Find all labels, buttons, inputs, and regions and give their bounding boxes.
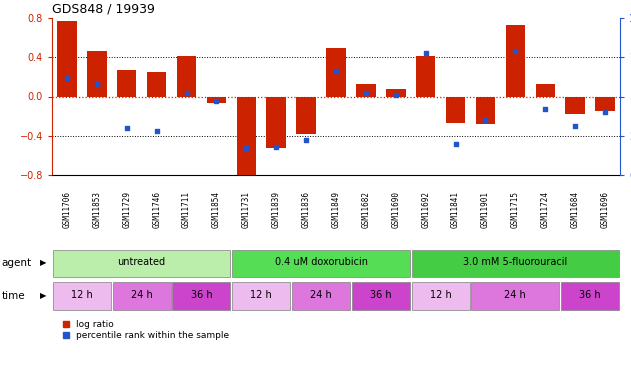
Bar — [352, 282, 410, 310]
Text: GSM11854: GSM11854 — [212, 192, 221, 228]
Bar — [147, 72, 167, 96]
Text: GSM11682: GSM11682 — [362, 192, 370, 228]
Text: GSM11853: GSM11853 — [92, 192, 102, 228]
Bar — [505, 25, 525, 96]
Text: 12 h: 12 h — [71, 290, 93, 300]
Point — [331, 68, 341, 74]
Text: GSM11696: GSM11696 — [601, 192, 610, 228]
Bar — [266, 96, 286, 147]
Point — [510, 48, 521, 54]
Text: GSM11711: GSM11711 — [182, 192, 191, 228]
Bar — [57, 21, 76, 96]
Bar — [326, 48, 346, 96]
Bar — [416, 56, 435, 96]
Point — [480, 117, 490, 123]
Point — [540, 106, 550, 112]
Bar — [561, 282, 619, 310]
Point — [91, 81, 102, 87]
Text: GSM11690: GSM11690 — [391, 192, 400, 228]
Text: 12 h: 12 h — [430, 290, 452, 300]
Point — [182, 90, 192, 96]
Text: agent: agent — [1, 258, 32, 268]
Text: time: time — [1, 291, 25, 301]
Bar — [87, 51, 107, 96]
Text: GSM11836: GSM11836 — [302, 192, 310, 228]
Point — [241, 145, 251, 151]
Text: 36 h: 36 h — [579, 290, 601, 300]
Point — [211, 98, 221, 104]
Bar — [565, 96, 585, 114]
Point — [361, 90, 371, 96]
Text: 36 h: 36 h — [370, 290, 392, 300]
Point — [451, 141, 461, 147]
Point — [151, 128, 162, 134]
Text: GSM11692: GSM11692 — [421, 192, 430, 228]
Bar — [237, 96, 256, 178]
Point — [421, 50, 431, 55]
Text: GSM11841: GSM11841 — [451, 192, 460, 228]
Bar — [117, 70, 136, 96]
Text: GSM11849: GSM11849 — [331, 192, 341, 228]
Text: GSM11901: GSM11901 — [481, 192, 490, 228]
Text: GSM11729: GSM11729 — [122, 192, 131, 228]
Text: ▶: ▶ — [40, 258, 46, 267]
Bar — [471, 282, 559, 310]
Point — [301, 138, 311, 144]
Text: untreated: untreated — [117, 257, 166, 267]
Bar — [232, 249, 410, 276]
Text: 36 h: 36 h — [191, 290, 212, 300]
Bar — [53, 282, 111, 310]
Point — [122, 125, 132, 131]
Bar — [297, 96, 316, 134]
Bar — [411, 282, 469, 310]
Text: GSM11839: GSM11839 — [272, 192, 281, 228]
Bar — [595, 96, 615, 111]
Bar — [536, 84, 555, 96]
Bar — [207, 96, 226, 104]
Text: ▶: ▶ — [40, 291, 46, 300]
Text: GSM11684: GSM11684 — [570, 192, 580, 228]
Point — [62, 75, 72, 81]
Text: 24 h: 24 h — [131, 290, 153, 300]
Text: 24 h: 24 h — [310, 290, 332, 300]
Point — [600, 109, 610, 115]
Text: 0.4 uM doxorubicin: 0.4 uM doxorubicin — [274, 257, 367, 267]
Bar — [292, 282, 350, 310]
Legend: log ratio, percentile rank within the sample: log ratio, percentile rank within the sa… — [63, 320, 230, 340]
Bar — [411, 249, 619, 276]
Text: GSM11746: GSM11746 — [152, 192, 161, 228]
Bar — [177, 56, 196, 96]
Bar — [446, 96, 465, 123]
Bar — [172, 282, 230, 310]
Bar — [476, 96, 495, 124]
Bar — [53, 249, 230, 276]
Text: GSM11715: GSM11715 — [511, 192, 520, 228]
Bar — [113, 282, 170, 310]
Bar — [232, 282, 290, 310]
Text: GDS848 / 19939: GDS848 / 19939 — [52, 2, 155, 15]
Bar — [356, 84, 375, 96]
Text: 3.0 mM 5-fluorouracil: 3.0 mM 5-fluorouracil — [463, 257, 567, 267]
Text: GSM11724: GSM11724 — [541, 192, 550, 228]
Point — [271, 144, 281, 150]
Text: 24 h: 24 h — [505, 290, 526, 300]
Text: 12 h: 12 h — [251, 290, 272, 300]
Text: GSM11706: GSM11706 — [62, 192, 71, 228]
Text: GSM11731: GSM11731 — [242, 192, 251, 228]
Point — [570, 123, 581, 129]
Bar — [386, 88, 406, 96]
Point — [391, 92, 401, 98]
